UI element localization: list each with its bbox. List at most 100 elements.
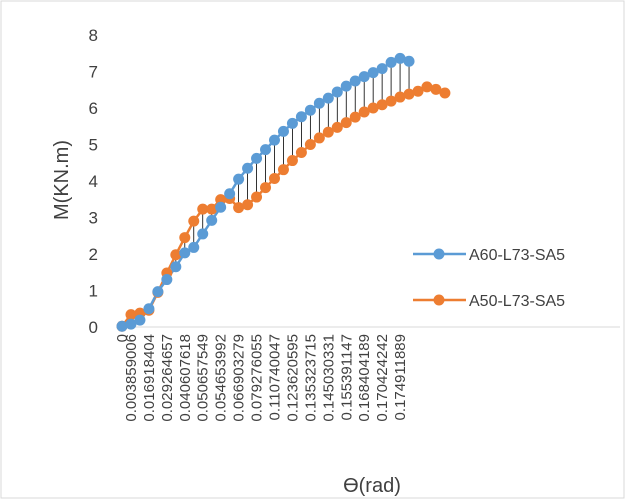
y-tick-label: 2 <box>89 245 98 264</box>
x-tick-label: 0.135323715 <box>302 334 319 422</box>
data-point <box>385 56 397 68</box>
data-point <box>170 249 182 261</box>
data-point <box>394 91 406 103</box>
x-tick-label: 0.145030331 <box>320 334 337 422</box>
data-point <box>206 214 218 226</box>
x-tick-label: 0.054653992 <box>213 334 230 422</box>
data-point <box>367 67 379 79</box>
legend-swatch-marker <box>433 294 445 306</box>
data-point <box>268 134 280 146</box>
data-point <box>233 202 245 214</box>
data-point <box>340 117 352 129</box>
data-point <box>188 215 200 227</box>
data-point <box>322 126 334 138</box>
x-tick-label: 0.066903279 <box>231 334 248 422</box>
x-tick-labels: 00.003859006 0.016918404 0.029264657 0.0406… <box>114 334 409 422</box>
legend: A60-L73-SA5 A50-L73-SA5 <box>413 247 565 310</box>
data-point <box>421 81 433 93</box>
data-point <box>161 274 173 286</box>
data-point <box>358 71 370 83</box>
series-layer <box>116 52 451 332</box>
data-point <box>430 83 442 95</box>
data-point <box>304 139 316 150</box>
data-point <box>224 188 236 200</box>
data-point <box>367 102 379 114</box>
data-point <box>277 164 289 176</box>
x-tick-label: 0.155391147 <box>338 334 355 420</box>
data-point <box>412 85 424 97</box>
data-point <box>143 303 155 315</box>
y-tick-label: 3 <box>89 209 98 228</box>
data-point <box>233 173 245 185</box>
x-tick-label: 0.050657549 <box>195 334 212 422</box>
x-tick-label: 0.170424242 <box>374 334 391 422</box>
data-point <box>277 125 289 137</box>
y-tick-label: 5 <box>89 136 98 155</box>
y-tick-label: 0 <box>89 318 98 337</box>
data-point <box>349 111 361 123</box>
data-point <box>439 87 451 99</box>
data-point <box>125 318 137 330</box>
legend-label: A50-L73-SA5 <box>469 293 565 310</box>
data-point <box>385 95 397 107</box>
data-point <box>331 86 343 98</box>
data-point <box>376 63 388 75</box>
data-point <box>304 104 316 116</box>
data-point <box>251 152 263 164</box>
data-point <box>152 286 164 298</box>
data-point <box>215 201 227 213</box>
data-point <box>116 320 128 332</box>
x-tick-label: 0.016918404 <box>141 334 158 422</box>
data-point <box>197 228 209 240</box>
data-point <box>286 155 298 167</box>
data-point <box>179 232 191 244</box>
data-point <box>215 194 227 206</box>
data-point <box>197 203 209 215</box>
y-tick-label: 6 <box>89 99 98 118</box>
data-point <box>242 199 254 211</box>
data-point <box>170 261 182 273</box>
data-point <box>376 99 388 111</box>
data-point <box>403 55 415 67</box>
x-tick-label: 0 <box>114 334 131 342</box>
data-point <box>349 75 361 87</box>
data-point <box>295 147 307 159</box>
data-point <box>206 203 218 215</box>
x-axis-title: ϴ(rad) <box>343 475 401 497</box>
data-point <box>268 172 280 184</box>
data-point <box>286 117 298 129</box>
x-tick-label: 0.029264657 <box>159 334 176 422</box>
data-point <box>322 92 334 104</box>
data-point <box>340 80 352 92</box>
y-tick-label: 7 <box>89 63 98 82</box>
x-tick-label: 0.174911889 <box>392 334 409 420</box>
y-tick-label: 1 <box>89 282 98 301</box>
y-tick-labels: 0 1 2 3 4 5 6 7 8 <box>89 26 98 337</box>
x-tick-label: 0.040607618 <box>177 334 194 422</box>
data-point <box>403 88 415 100</box>
data-point <box>260 182 272 194</box>
x-tick-label: 0.003859006 <box>123 334 140 422</box>
data-point <box>331 121 343 133</box>
data-point <box>313 97 325 109</box>
data-point <box>125 309 137 321</box>
x-tick-label: 0.110740047 <box>266 334 283 420</box>
data-point <box>179 247 191 259</box>
data-point <box>134 314 146 326</box>
data-point <box>394 52 406 64</box>
y-axis-title: M(KN.m) <box>51 140 73 220</box>
data-point <box>260 144 272 156</box>
legend-swatch-marker <box>433 248 445 260</box>
x-tick-label: 0.123620595 <box>284 334 301 422</box>
data-point <box>188 241 200 253</box>
x-tick-label: 0.168404189 <box>356 334 373 422</box>
legend-label: A60-L73-SA5 <box>469 247 565 264</box>
x-tick-label: 0.079276055 <box>249 334 266 422</box>
y-tick-label: 8 <box>89 26 98 45</box>
data-point <box>358 106 370 118</box>
y-tick-label: 4 <box>89 172 98 191</box>
data-point <box>313 132 325 144</box>
